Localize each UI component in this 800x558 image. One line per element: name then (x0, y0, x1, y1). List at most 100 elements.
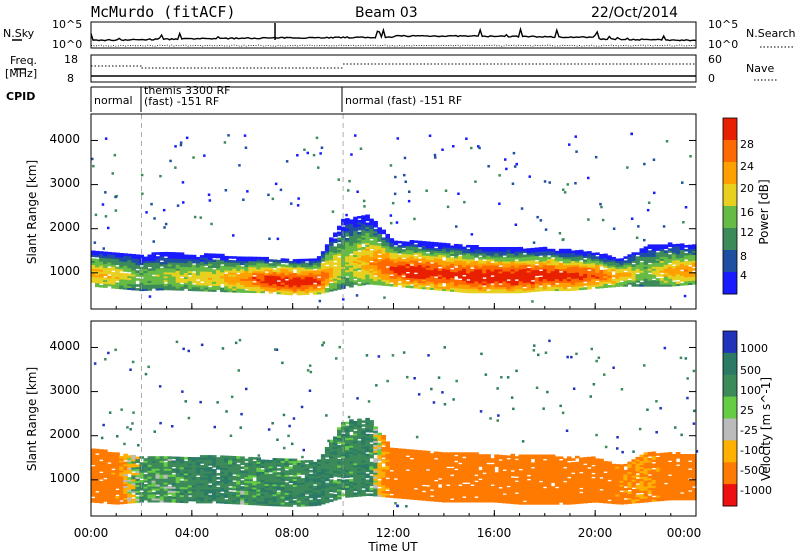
echo-cell (357, 284, 362, 287)
echo-cell (180, 144, 183, 147)
echo-cell (545, 228, 548, 231)
echo-cell (498, 174, 501, 177)
echo-cell (269, 263, 274, 266)
echo-cell (264, 257, 269, 260)
echo-cell (303, 149, 306, 152)
power-cbar-tick: 12 (740, 226, 754, 239)
echo-cell (107, 268, 112, 271)
echo-cell (377, 255, 382, 258)
echo-cell (305, 464, 310, 467)
echo-cell (607, 285, 612, 288)
echo-cell (365, 434, 370, 437)
echo-cell (381, 459, 386, 462)
echo-cell (397, 137, 400, 140)
echo-cell (277, 282, 282, 285)
echo-cell (165, 223, 168, 226)
echo-cell (390, 276, 395, 279)
echo-cell (414, 244, 419, 247)
echo-cell (531, 300, 534, 303)
echo-cell (369, 250, 374, 253)
echo-cell (595, 252, 600, 255)
echo-cell (176, 457, 181, 460)
echo-cell (329, 283, 334, 286)
echo-cell (309, 474, 314, 477)
echo-cell (636, 237, 639, 240)
echo-cell (394, 176, 397, 179)
echo-cell (656, 278, 661, 281)
echo-cell (192, 265, 197, 268)
echo-cell (95, 449, 100, 452)
echo-cell (196, 257, 201, 260)
echo-cell (164, 252, 169, 255)
echo-cell (470, 245, 475, 248)
echo-cell (418, 263, 423, 266)
echo-cell (363, 200, 366, 203)
echo-cell (381, 230, 386, 233)
echo-cell (498, 285, 503, 288)
echo-cell (607, 255, 612, 258)
echo-cell (115, 496, 120, 499)
echo-cell (212, 469, 217, 472)
echo-cell (204, 253, 209, 256)
echo-cell (579, 250, 584, 253)
echo-cell (392, 202, 395, 205)
echo-cell (131, 254, 136, 257)
echo-cell (325, 244, 330, 247)
echo-cell (104, 191, 107, 194)
echo-cell (212, 455, 217, 458)
echo-cell (369, 488, 374, 491)
echo-cell (682, 221, 685, 224)
echo-cell (684, 249, 689, 252)
echo-cell (398, 241, 403, 244)
echo-cell (349, 419, 354, 422)
echo-cell (587, 271, 592, 274)
echo-cell (333, 246, 338, 249)
echo-cell (369, 434, 374, 437)
echo-cell (656, 244, 661, 247)
noise-search-trace (91, 45, 696, 46)
power-panel: Slant Range [km] 1000 2000 3000 4000 Pow… (25, 114, 771, 309)
echo-cell (123, 454, 128, 457)
echo-cell (466, 245, 471, 248)
echo-cell (611, 257, 616, 260)
echo-cell (490, 277, 495, 280)
echo-cell (348, 180, 351, 183)
echo-cell (149, 295, 152, 298)
colorbar-swatch (723, 118, 737, 141)
echo-cell (216, 481, 221, 484)
power-cbar-tick: 28 (740, 138, 754, 151)
echo-cell (544, 180, 547, 183)
echo-cell (441, 149, 444, 152)
colorbar-swatch (723, 162, 737, 185)
echo-cell (402, 259, 407, 262)
echo-cell (551, 259, 556, 262)
echo-cell (523, 288, 528, 291)
echo-cell (163, 226, 166, 229)
echo-cell (317, 256, 322, 259)
velocity-echo-cells (91, 321, 698, 516)
echo-cell (478, 147, 481, 150)
echo-cell (482, 287, 487, 290)
echo-cell (313, 154, 316, 157)
echo-cell (631, 133, 634, 136)
echo-cell (438, 243, 443, 246)
echo-cell (297, 460, 302, 463)
echo-cell (316, 137, 319, 140)
echo-cell (337, 479, 342, 482)
echo-cell (373, 221, 378, 224)
echo-cell (159, 175, 162, 178)
echo-cell (373, 458, 378, 461)
echo-cell (280, 189, 283, 192)
echo-cell (430, 242, 435, 245)
echo-cell (275, 183, 278, 186)
echo-cell (381, 467, 386, 470)
echo-cell (107, 464, 112, 467)
echo-cell (289, 467, 294, 470)
echo-cell (244, 134, 247, 137)
echo-cell (643, 163, 646, 166)
echo-cell (535, 265, 540, 268)
echo-cell (583, 251, 588, 254)
echo-cell (141, 193, 144, 196)
echo-cell (353, 431, 358, 434)
echo-cell (105, 215, 108, 218)
